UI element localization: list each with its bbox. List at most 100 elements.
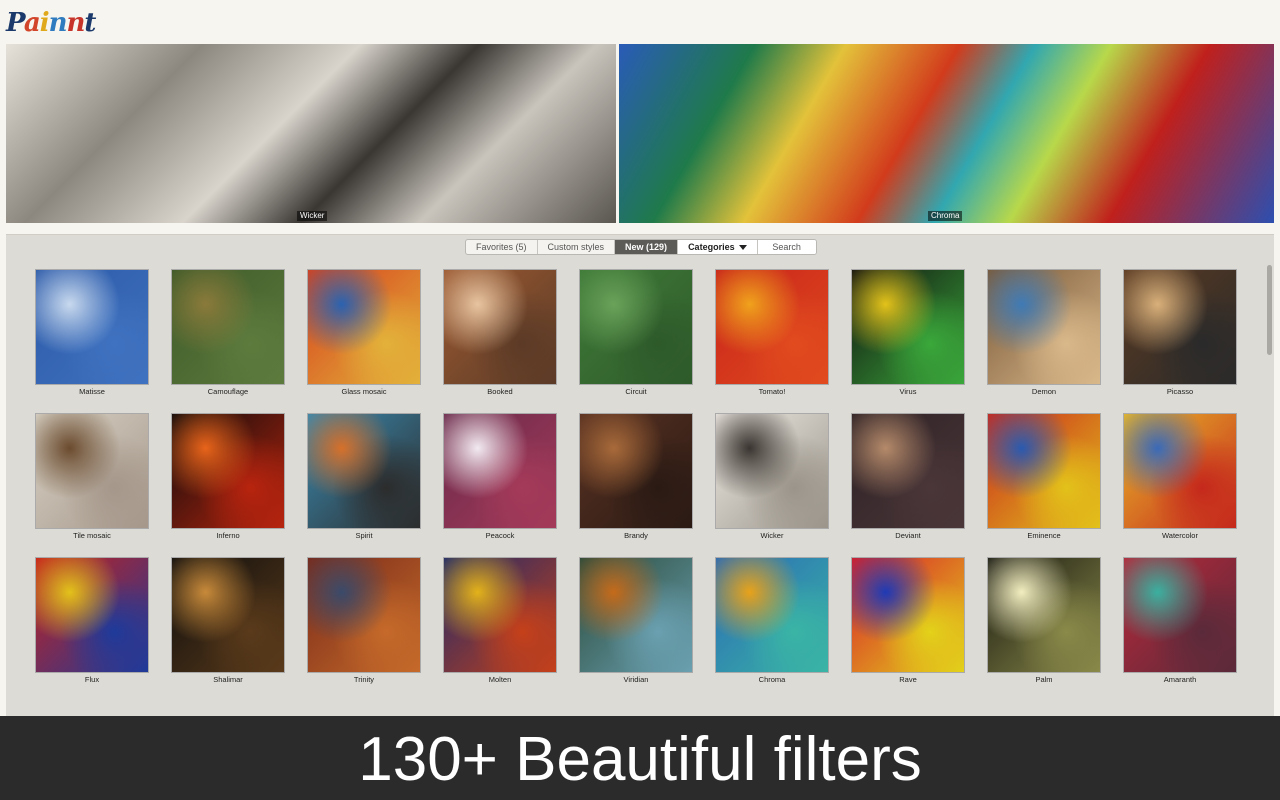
filter-tile[interactable]: Glass mosaic [307,269,421,413]
filter-tile[interactable]: Molten [443,557,557,701]
filter-thumbnail [987,269,1101,385]
filter-tile[interactable]: Chroma [715,557,829,701]
filter-tile[interactable]: Trinity [307,557,421,701]
filter-thumbnail [579,413,693,529]
filter-tile[interactable]: Viridian [579,557,693,701]
filter-label: Palm [1035,675,1053,684]
filter-label: Viridian [623,675,649,684]
filter-tile[interactable]: Tomato! [715,269,829,413]
filter-label: Molten [488,675,512,684]
filter-tile[interactable]: Flux [35,557,149,701]
filter-tile[interactable]: Inferno [171,413,285,557]
filter-browser: Favorites (5) Custom styles New (129) Ca… [6,234,1274,716]
filter-label: Wicker [760,531,784,540]
filter-label: Flux [84,675,100,684]
promo-banner: 130+ Beautiful filters [0,716,1280,800]
filter-tile[interactable]: Circuit [579,269,693,413]
filter-thumbnail [1123,557,1237,673]
filter-label: Chroma [758,675,786,684]
chevron-down-icon [738,245,747,251]
hero-image-right: Chroma [619,44,1274,223]
filter-tile[interactable]: Tile mosaic [35,413,149,557]
filter-tile[interactable]: Demon [987,269,1101,413]
filter-label: Camouflage [207,387,249,396]
filter-thumbnail [171,557,285,673]
scrollbar[interactable] [1267,265,1272,355]
filter-thumbnail [171,269,285,385]
filter-tile[interactable]: Spirit [307,413,421,557]
app-logo-text: Painnt [6,8,96,38]
filter-label: Peacock [485,531,515,540]
filter-label: Virus [899,387,917,396]
filter-label: Circuit [625,387,647,396]
filter-label: Matisse [79,387,105,396]
filter-label: Tile mosaic [73,531,111,540]
filter-label: Demon [1031,387,1057,396]
filter-tile[interactable]: Matisse [35,269,149,413]
filter-label: Inferno [216,531,240,540]
filter-tabs: Favorites (5) Custom styles New (129) Ca… [465,239,817,255]
tab-new[interactable]: New (129) [615,240,679,254]
filter-thumbnail [307,557,421,673]
filter-label: Rave [899,675,917,684]
filter-thumbnail [851,269,965,385]
filter-tile[interactable]: Brandy [579,413,693,557]
filter-thumbnail [579,269,693,385]
filter-thumbnail [715,269,829,385]
filter-tile[interactable]: Amaranth [1123,557,1237,701]
filter-label: Eminence [1027,531,1061,540]
filter-tile[interactable]: Booked [443,269,557,413]
filter-tile[interactable]: Rave [851,557,965,701]
filter-label: Shalimar [213,675,243,684]
filter-label: Amaranth [1163,675,1197,684]
filter-thumbnail [35,413,149,529]
filter-grid: Matisse Camouflage Glass mosaic Booked Circu… [35,269,1237,701]
filter-label: Brandy [624,531,648,540]
filter-thumbnail [35,557,149,673]
filter-thumbnail [35,269,149,385]
filter-thumbnail [171,413,285,529]
filter-label: Trinity [353,675,375,684]
hero-left-caption: Wicker [297,211,328,221]
filter-thumbnail [579,557,693,673]
filter-tile[interactable]: Virus [851,269,965,413]
filter-tile[interactable]: Eminence [987,413,1101,557]
filter-thumbnail [715,557,829,673]
tab-favorites[interactable]: Favorites (5) [466,240,538,254]
filter-thumbnail [1123,269,1237,385]
filter-thumbnail [307,413,421,529]
tab-categories-label: Categories [688,242,735,252]
filter-thumbnail [443,413,557,529]
filter-thumbnail [851,557,965,673]
filter-label: Tomato! [758,387,786,396]
filter-label: Spirit [355,531,373,540]
filter-thumbnail [987,557,1101,673]
hero-right-caption: Chroma [928,211,963,221]
filter-thumbnail [1123,413,1237,529]
filter-tile[interactable]: Deviant [851,413,965,557]
filter-thumbnail [987,413,1101,529]
filter-tile[interactable]: Peacock [443,413,557,557]
banner-text: 130+ Beautiful filters [358,725,922,794]
filter-tile[interactable]: Shalimar [171,557,285,701]
filter-tile[interactable]: Picasso [1123,269,1237,413]
filter-label: Deviant [895,531,921,540]
filter-thumbnail [851,413,965,529]
tab-custom-styles[interactable]: Custom styles [538,240,616,254]
filter-thumbnail [715,413,829,529]
filter-label: Booked [487,387,513,396]
app-logo: Painnt [6,6,106,40]
filter-thumbnail [443,269,557,385]
filter-thumbnail [443,557,557,673]
filter-thumbnail [307,269,421,385]
filter-label: Watercolor [1162,531,1198,540]
filter-tile[interactable]: Wicker [715,413,829,557]
filter-tile[interactable]: Palm [987,557,1101,701]
hero-image-left: Wicker [6,44,616,223]
tab-categories[interactable]: Categories [678,240,758,254]
filter-label: Picasso [1166,387,1194,396]
filter-tile[interactable]: Camouflage [171,269,285,413]
filter-label: Glass mosaic [341,387,387,396]
filter-tile[interactable]: Watercolor [1123,413,1237,557]
search-field[interactable]: Search [757,240,816,254]
